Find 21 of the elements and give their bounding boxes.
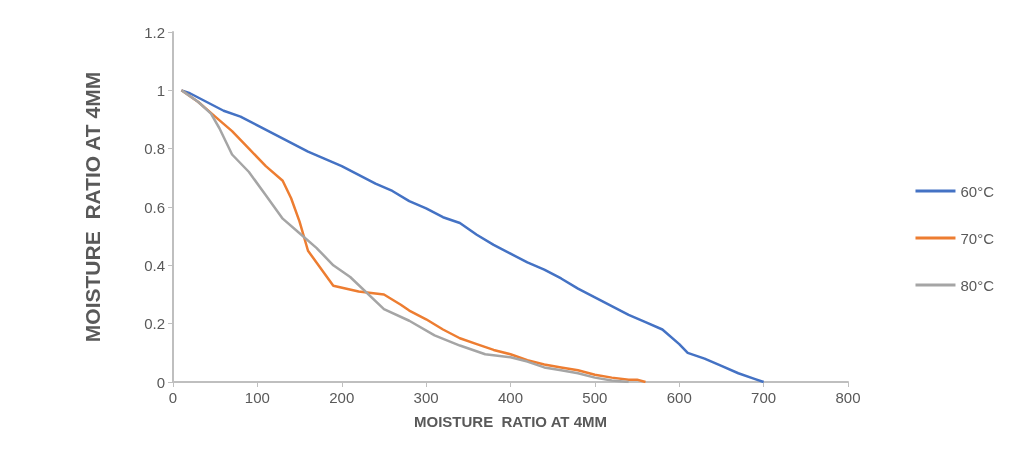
y-tick-label: 1.2 bbox=[144, 23, 165, 41]
x-tick-label: 700 bbox=[751, 389, 777, 406]
y-tick-label: 0.2 bbox=[144, 315, 165, 333]
y-tick-label: 0.6 bbox=[144, 198, 165, 216]
x-tick-label: 200 bbox=[329, 389, 355, 406]
y-tick-label: 0 bbox=[156, 373, 165, 391]
x-tick-label: 100 bbox=[244, 389, 270, 406]
legend-label: 80°C bbox=[960, 276, 995, 294]
x-tick-label: 300 bbox=[413, 389, 439, 406]
x-tick-label: 600 bbox=[666, 389, 692, 406]
y-axis-title: MOISTURE RATIO AT 4MM bbox=[81, 71, 104, 343]
x-tick-label: 500 bbox=[582, 389, 608, 406]
legend-label: 70°C bbox=[960, 229, 995, 247]
y-tick-label: 0.8 bbox=[144, 140, 165, 158]
y-tick-label: 0.4 bbox=[144, 256, 165, 274]
x-axis-title: MOISTURE RATIO AT 4MM bbox=[413, 413, 608, 430]
x-tick-label: 800 bbox=[835, 389, 861, 406]
legend-label: 60°C bbox=[960, 182, 995, 200]
x-tick-label: 400 bbox=[497, 389, 524, 406]
y-tick-label: 1 bbox=[156, 81, 165, 99]
x-tick-label: 0 bbox=[168, 389, 178, 406]
